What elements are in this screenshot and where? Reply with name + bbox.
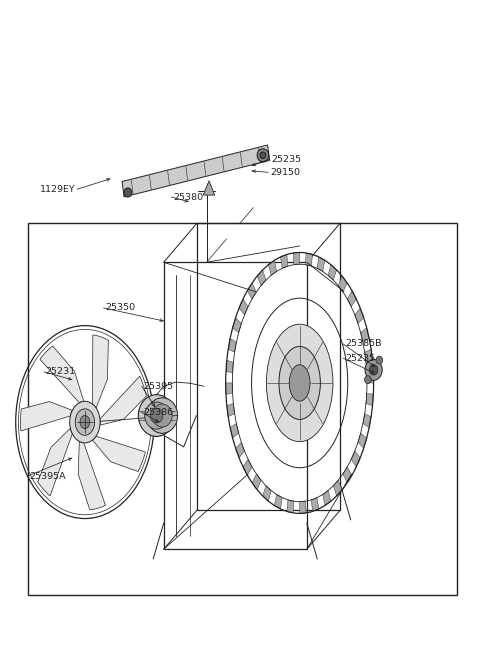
Polygon shape [366,393,373,405]
Polygon shape [40,346,84,403]
Text: 25395A: 25395A [29,472,66,481]
Polygon shape [268,260,276,275]
Text: 25350: 25350 [106,303,135,312]
Ellipse shape [279,346,320,419]
Polygon shape [293,252,300,265]
Polygon shape [312,498,319,512]
Polygon shape [358,433,367,448]
Polygon shape [338,276,347,292]
Ellipse shape [70,402,100,443]
Polygon shape [287,500,294,513]
Ellipse shape [260,152,266,159]
Polygon shape [93,335,108,408]
Text: 29150: 29150 [270,168,300,177]
Polygon shape [328,265,336,280]
Polygon shape [317,257,325,271]
Polygon shape [347,291,356,307]
Ellipse shape [289,365,310,402]
Polygon shape [203,181,215,195]
Text: 25386: 25386 [144,408,174,417]
Text: 25235: 25235 [345,354,375,363]
Polygon shape [100,376,146,425]
Polygon shape [351,451,360,467]
Ellipse shape [152,404,172,427]
Polygon shape [367,371,373,383]
Bar [164,262,307,550]
Polygon shape [333,480,342,496]
Polygon shape [228,339,237,352]
Polygon shape [247,283,256,299]
Ellipse shape [124,188,132,197]
Polygon shape [38,428,72,496]
Ellipse shape [75,409,95,436]
Polygon shape [230,424,239,438]
Polygon shape [226,383,233,394]
Text: 25395: 25395 [144,382,174,390]
Text: 25231: 25231 [46,367,76,377]
Polygon shape [363,414,371,428]
Text: 25380: 25380 [173,193,204,202]
Polygon shape [275,495,282,509]
Ellipse shape [80,415,90,428]
Polygon shape [305,253,312,266]
Ellipse shape [364,376,371,384]
Ellipse shape [365,360,382,381]
Polygon shape [233,318,241,333]
Polygon shape [365,349,372,362]
Ellipse shape [266,324,333,441]
Ellipse shape [144,402,168,429]
Polygon shape [257,270,266,286]
Text: 25235: 25235 [271,155,301,164]
Polygon shape [323,491,331,506]
Polygon shape [122,145,270,197]
Polygon shape [243,459,252,475]
Polygon shape [78,441,106,510]
Polygon shape [252,474,261,490]
Polygon shape [360,328,369,343]
Polygon shape [239,299,248,315]
Text: 1129EY: 1129EY [40,185,75,194]
Ellipse shape [376,356,383,364]
Ellipse shape [150,408,163,423]
Polygon shape [226,360,233,373]
Polygon shape [236,442,244,458]
Bar [197,223,340,510]
Polygon shape [300,501,306,514]
Polygon shape [93,436,145,472]
Ellipse shape [369,365,378,375]
Ellipse shape [147,398,178,434]
Polygon shape [21,402,72,431]
Polygon shape [280,255,288,269]
Ellipse shape [138,395,175,436]
Polygon shape [355,308,364,324]
Polygon shape [343,467,352,483]
Polygon shape [263,486,271,501]
Text: 25385B: 25385B [345,339,382,348]
Ellipse shape [257,149,269,162]
Polygon shape [227,403,235,417]
Bar [28,223,457,595]
